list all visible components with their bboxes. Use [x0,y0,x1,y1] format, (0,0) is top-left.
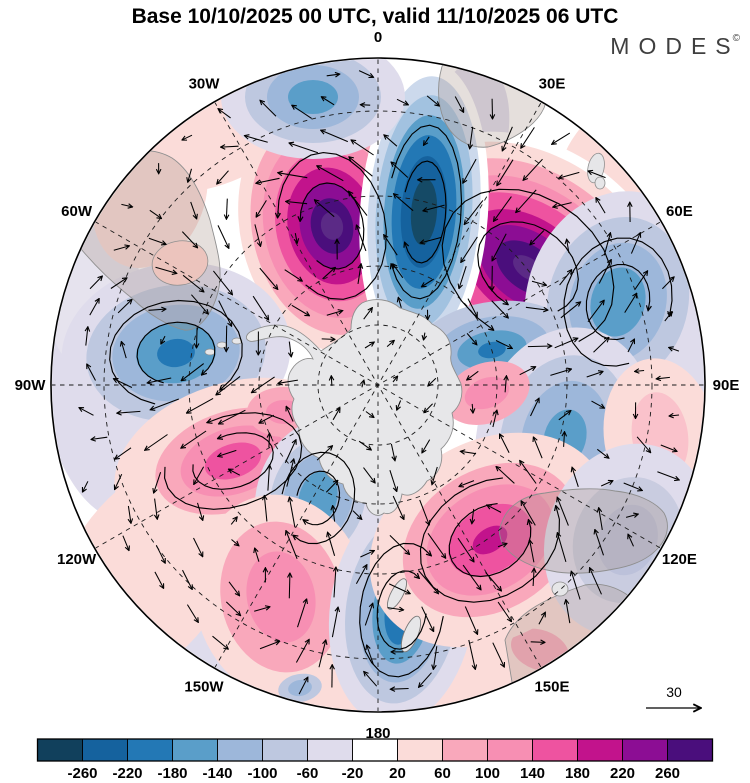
vector-reference-label: 30 [666,684,682,700]
island [216,341,228,349]
land-australia [499,488,668,574]
lon-label-30W: 30W [189,76,221,93]
colorbar-cell [622,738,668,762]
circulation-arcs [109,124,672,678]
lon-label-150W: 150W [184,678,224,695]
lon-label-30E: 30E [539,76,566,93]
colorbar-cell [217,738,263,762]
colorbar-cell [262,738,308,762]
colorbar-cell [487,738,533,762]
colorbar: -260 -220 -180 -140 -100 -60 -20 20 60 100 140 180 2… [36,738,714,782]
colorbar-tick-label: -60 [297,765,319,782]
colorbar-cell [577,738,623,762]
copyright-icon: © [732,33,740,44]
colorbar-cell [307,738,353,762]
map-boundary [50,57,706,713]
colorbar-tick-label: -140 [202,765,232,782]
colorbar-tick-label: -220 [112,765,142,782]
lon-label-90E: 90E [713,377,740,394]
colorbar-cell [82,738,128,762]
colorbar-tick-label: 60 [434,765,451,782]
colorbar-cell [352,738,398,762]
colorbar-tick-label: 220 [610,765,635,782]
colorbar-tick-label: -260 [67,765,97,782]
lon-label-0: 0 [374,29,382,46]
island [551,581,569,597]
colorbar-cell [127,738,173,762]
chart-title: Base 10/10/2025 00 UTC, valid 11/10/2025… [131,5,619,28]
colorbar-tick-label: 180 [565,765,590,782]
modes-logo: MODES© [610,33,740,60]
map-content [52,59,704,711]
lon-label-60W: 60W [61,203,93,220]
lon-label-60E: 60E [666,203,693,220]
island [231,337,243,345]
island [151,240,209,286]
land-nz-north [386,578,408,610]
island [594,176,606,190]
colorbar-tick-label: 100 [475,765,500,782]
lon-label-150E: 150E [534,678,569,695]
anomaly-blue-s-tiny [278,673,322,703]
modes-logo-text: MODES [610,33,740,59]
colorbar-cell [442,738,488,762]
colorbar-tick-label: -100 [247,765,277,782]
colorbar-cell [667,738,713,762]
colorbar-cell [397,738,443,762]
colorbar-tick-label: -180 [157,765,187,782]
colorbar-tick-label: 260 [655,765,680,782]
lon-label-120E: 120E [662,551,697,568]
colorbar-tick-label: -20 [342,765,364,782]
colorbar-cell [532,738,578,762]
lon-label-90W: 90W [15,377,47,394]
colorbar-tick-label: 20 [389,765,406,782]
wind-arrows [79,70,679,695]
island [204,348,216,356]
colorbar-cell [37,738,83,762]
coastlines [61,59,668,711]
lon-label-180: 180 [365,725,390,742]
lon-label-120W: 120W [57,551,97,568]
colorbar-cell [172,738,218,762]
vector-reference: 30 [646,684,700,708]
land-antarctica [245,299,463,516]
anomaly-blue-n-small [221,59,405,159]
colorbar-tick-label: 140 [520,765,545,782]
